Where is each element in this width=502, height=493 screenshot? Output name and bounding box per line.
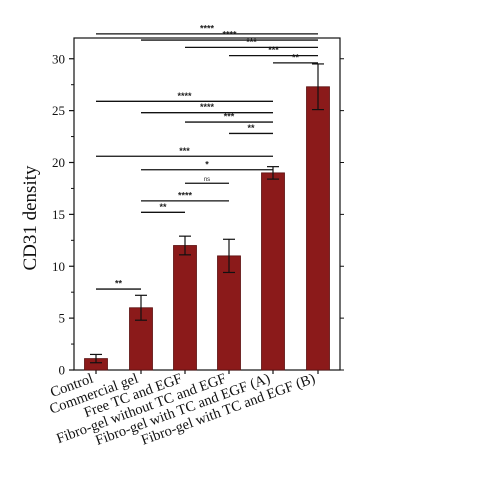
significance-label: ****	[177, 91, 192, 101]
y-tick-label: 25	[52, 103, 65, 118]
significance-label: ****	[178, 190, 193, 200]
significance-label: ****	[200, 23, 215, 33]
y-tick-label: 0	[59, 363, 66, 378]
y-tick-label: 10	[52, 259, 65, 274]
bar	[306, 86, 330, 371]
significance-label: ns	[204, 177, 210, 183]
significance-label: **	[247, 123, 255, 133]
significance-label: ***	[246, 37, 257, 47]
significance-label: ***	[224, 112, 235, 122]
bar	[173, 245, 197, 371]
significance-label: *	[205, 159, 209, 169]
significance-label: ***	[179, 146, 190, 156]
significance-label: ****	[200, 102, 215, 112]
plot-frame	[73, 37, 341, 371]
significance-label: **	[115, 279, 123, 289]
significance-label: **	[292, 52, 300, 62]
y-axis-title: CD31 density	[20, 165, 41, 271]
y-tick-label: 5	[59, 311, 66, 326]
significance-label: ****	[222, 30, 237, 40]
y-tick-label: 15	[52, 207, 65, 222]
bars	[84, 86, 330, 371]
significance-label: ***	[268, 45, 279, 55]
significance-brackets: ********ns******************************…	[96, 23, 318, 290]
y-tick-label: 20	[52, 155, 65, 170]
bar	[261, 172, 285, 371]
significance-label: **	[159, 202, 167, 212]
y-tick-label: 30	[52, 51, 65, 66]
error-bars	[90, 63, 324, 364]
axes: 0 5 10 15 20 25 30	[52, 37, 344, 378]
